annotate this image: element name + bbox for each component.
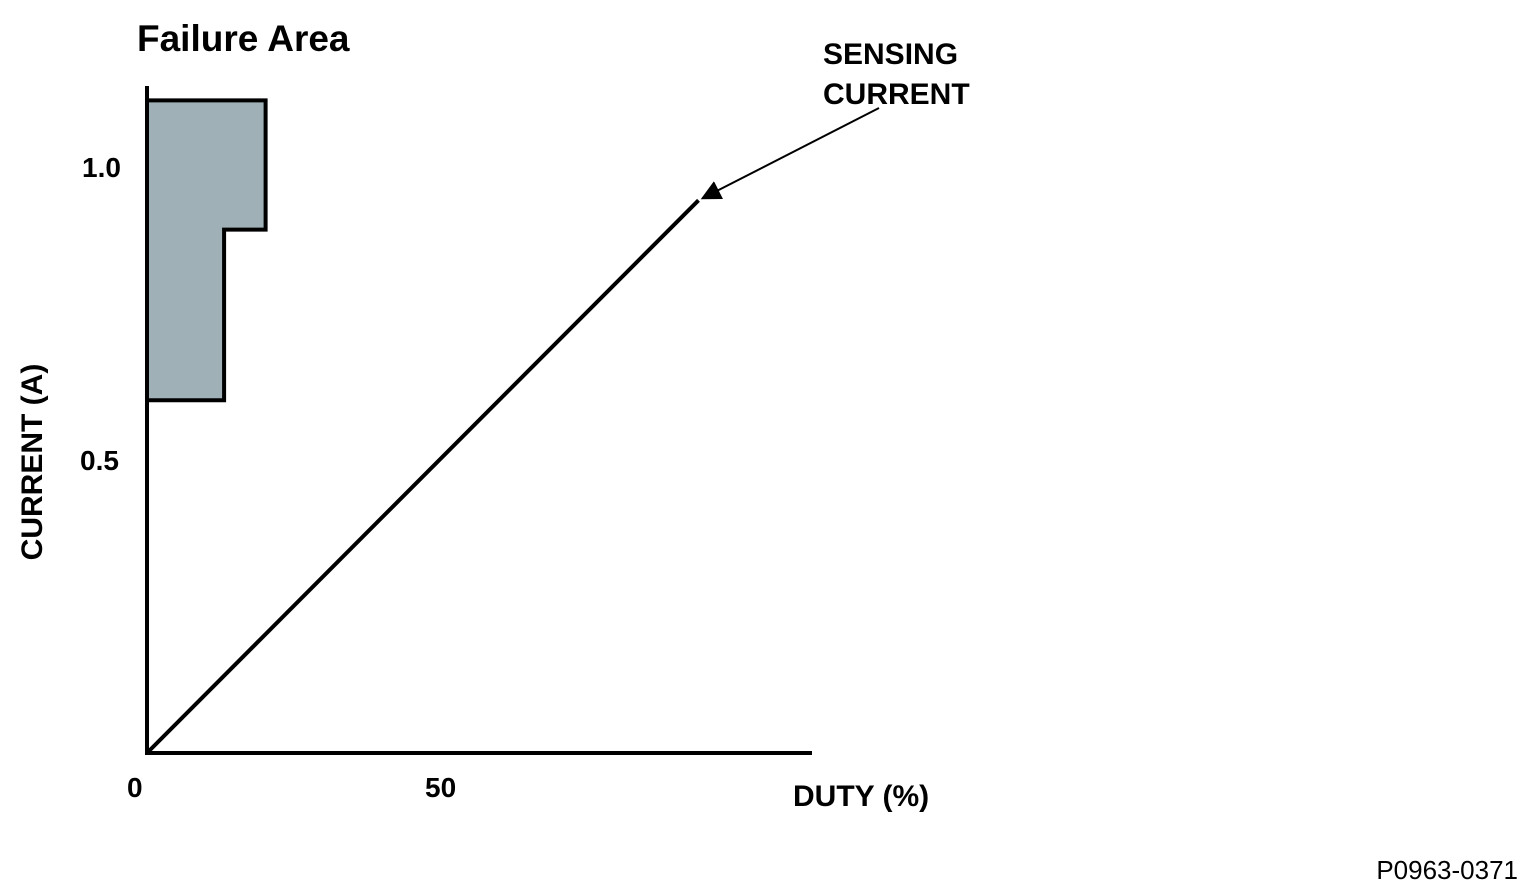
failure-area-region	[145, 98, 268, 403]
annotation-label-line-2: CURRENT	[823, 78, 970, 111]
x-tick-label-50: 50	[425, 772, 456, 803]
y-axis-title: CURRENT (A)	[16, 364, 49, 561]
failure-area-label: Failure Area	[137, 18, 350, 59]
y-tick-label-1-0: 1.0	[82, 152, 121, 183]
figure-id-label: P0963-0371	[1376, 855, 1518, 885]
x-axis-title: DUTY (%)	[793, 780, 929, 813]
y-tick-label-0-5: 0.5	[80, 445, 119, 476]
sensing-current-arrow	[700, 107, 880, 200]
annotation-label-line-1: SENSING	[823, 38, 958, 71]
x-tick-label-0: 0	[127, 772, 143, 803]
sensing-current-line	[145, 198, 700, 755]
